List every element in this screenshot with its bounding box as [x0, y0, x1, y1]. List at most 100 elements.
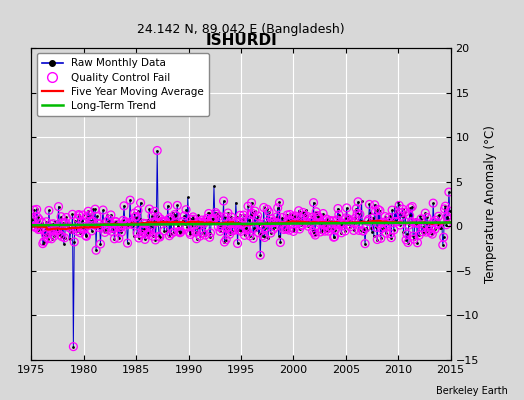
Point [445, 208, 454, 214]
Point [355, 227, 363, 234]
Point [264, 234, 272, 241]
Point [148, 213, 156, 220]
Point [102, 212, 111, 219]
Point [239, 212, 248, 218]
Point [204, 210, 213, 217]
Point [343, 205, 351, 211]
Point [90, 222, 99, 228]
Point [323, 225, 332, 232]
Point [317, 219, 325, 226]
Point [52, 228, 60, 234]
Point [140, 226, 148, 232]
Point [309, 228, 317, 234]
Point [49, 220, 58, 227]
Point [348, 219, 357, 225]
Point [206, 230, 215, 236]
Point [287, 217, 295, 224]
Point [439, 242, 447, 248]
Point [333, 217, 341, 223]
Point [73, 228, 81, 234]
Point [169, 210, 177, 216]
Point [224, 210, 232, 216]
Point [383, 221, 391, 227]
Point [89, 218, 97, 224]
Point [316, 229, 325, 235]
Point [128, 218, 136, 224]
Point [309, 228, 317, 234]
Point [303, 213, 312, 220]
Point [154, 213, 162, 220]
Point [73, 216, 82, 222]
Point [341, 228, 349, 234]
Point [327, 225, 335, 231]
Point [122, 219, 130, 225]
Point [243, 227, 252, 233]
Point [147, 224, 155, 230]
Point [246, 233, 254, 239]
Point [156, 234, 164, 240]
Point [342, 215, 350, 221]
Point [115, 225, 124, 232]
Point [27, 217, 36, 223]
Point [64, 223, 72, 229]
Point [248, 210, 257, 217]
Point [259, 204, 268, 211]
Point [152, 219, 160, 226]
Point [191, 229, 200, 236]
Point [348, 220, 356, 226]
Point [52, 224, 61, 231]
Point [372, 208, 380, 214]
Point [227, 214, 236, 220]
Point [69, 344, 78, 350]
Point [93, 213, 101, 220]
Point [394, 199, 402, 206]
Point [75, 212, 84, 219]
Point [418, 228, 426, 235]
Point [220, 198, 228, 204]
Point [157, 216, 165, 222]
Point [194, 212, 202, 219]
Point [80, 226, 88, 232]
Point [45, 207, 53, 214]
Point [94, 224, 103, 231]
Point [341, 228, 349, 234]
Point [90, 222, 99, 228]
Point [129, 232, 138, 239]
Point [428, 231, 436, 237]
Point [369, 232, 378, 239]
Point [168, 213, 176, 220]
Point [50, 233, 58, 239]
Point [165, 216, 173, 223]
Point [173, 202, 181, 209]
Point [217, 223, 225, 229]
Point [188, 223, 196, 229]
Point [328, 224, 336, 231]
Point [202, 217, 210, 224]
Point [257, 230, 265, 237]
Point [343, 205, 351, 211]
Point [231, 227, 239, 233]
Point [120, 203, 128, 209]
Point [162, 218, 170, 224]
Point [130, 210, 139, 216]
Point [241, 232, 249, 238]
Point [171, 217, 180, 223]
Point [137, 231, 146, 237]
Point [52, 228, 60, 234]
Point [214, 224, 223, 230]
Point [354, 198, 362, 205]
Point [172, 213, 181, 219]
Point [132, 213, 140, 220]
Point [325, 218, 333, 224]
Point [335, 211, 343, 218]
Point [417, 216, 425, 222]
Point [388, 207, 396, 213]
Point [57, 214, 66, 220]
Point [106, 220, 114, 227]
Point [347, 218, 355, 224]
Point [213, 214, 222, 220]
Point [362, 225, 370, 231]
Point [356, 211, 364, 218]
Point [94, 220, 102, 227]
Point [113, 221, 121, 228]
